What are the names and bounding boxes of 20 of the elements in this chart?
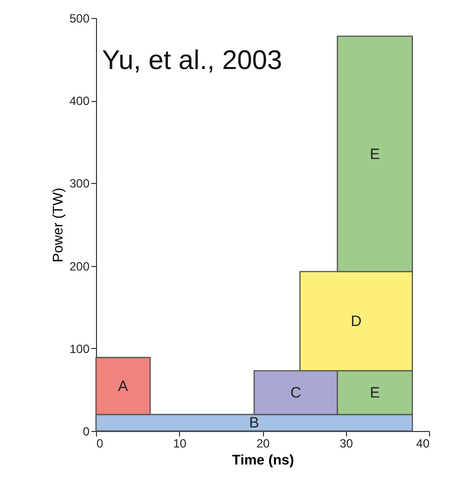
annotation: Yu, et al., 2003 xyxy=(102,45,282,75)
x-tick-label: 40 xyxy=(416,436,430,450)
series-label: B xyxy=(249,414,260,432)
x-tick-label: 10 xyxy=(173,436,187,450)
y-tick-label: 500 xyxy=(69,12,90,26)
series-label: E xyxy=(370,384,380,402)
series-label: C xyxy=(290,384,302,402)
y-axis-title: Power (TW) xyxy=(49,188,66,262)
y-tick-label: 300 xyxy=(69,176,90,191)
x-tick-label: 20 xyxy=(256,436,270,450)
x-tick-label: 0 xyxy=(96,436,104,450)
y-tick-label: 0 xyxy=(82,424,90,438)
y-tick-label: 100 xyxy=(69,342,90,356)
y-tick-label: 200 xyxy=(69,259,90,274)
y-tick-label: 400 xyxy=(69,94,90,108)
series-label: D xyxy=(350,313,362,330)
x-axis-title: Time (ns) xyxy=(232,452,294,468)
series-label: E xyxy=(370,146,380,163)
series-label: A xyxy=(118,378,128,395)
x-tick-label: 30 xyxy=(340,436,354,450)
